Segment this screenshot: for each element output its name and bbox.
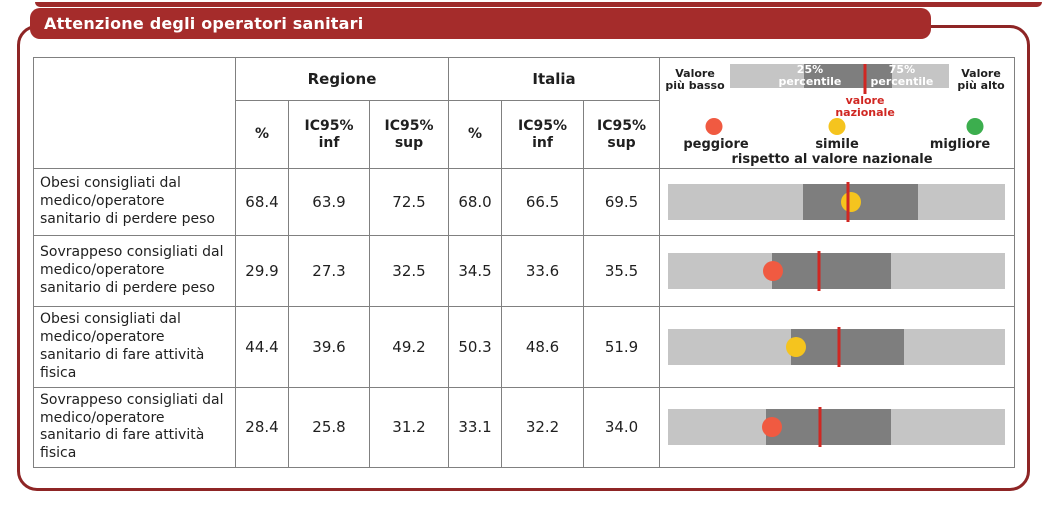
comparison-chart (659, 235, 1016, 307)
legend-highest-value-label: Valore più alto (957, 67, 1005, 92)
legend-better-label: migliore (929, 137, 991, 152)
regione-pct-value: 28.4 (235, 386, 289, 469)
national-value-line (837, 326, 841, 367)
col-header-italia-ic-inf: IC95% inf (501, 100, 585, 169)
range-bar (668, 251, 1006, 291)
better-dot-icon (966, 118, 984, 135)
national-value-line (817, 251, 821, 291)
legend-p25-label: 25% percentile (778, 63, 842, 88)
region-value-dot (841, 192, 862, 212)
header-group-row: Regione Italia Valore più basso 25% perc… (33, 57, 1016, 169)
comparison-chart (659, 168, 1016, 236)
italia-ic-inf-value: 48.6 (501, 306, 585, 388)
indicator-label: Obesi consigliati dal medico/operatore s… (33, 306, 236, 388)
legend-interquartile-box (804, 64, 893, 88)
regione-pct-value: 44.4 (235, 306, 289, 388)
regione-ic-sup-value: 31.2 (368, 386, 450, 469)
interquartile-box (766, 409, 891, 446)
group-header-italia: Italia (448, 57, 661, 101)
italia-pct-value: 33.1 (448, 386, 503, 469)
col-header-regione-ic-sup: IC95% sup (368, 100, 450, 169)
header-sub-row: % IC95% inf IC95% sup % IC95% inf IC95% … (34, 100, 1015, 169)
region-value-dot (786, 336, 807, 357)
italia-pct-value: 68.0 (448, 168, 503, 236)
indicator-label: Sovrappeso consigliati dal medico/operat… (33, 386, 236, 469)
region-value-dot (762, 261, 783, 281)
regione-ic-inf-value: 63.9 (288, 168, 370, 236)
legend-national-value-label: valore nazionale (835, 94, 895, 119)
comparison-chart (659, 386, 1016, 469)
legend-p75-label: 75% percentile (870, 63, 934, 88)
legend-similar-sub-label: rispetto al valore nazionale (731, 152, 933, 167)
legend-national-value-line (863, 64, 867, 94)
table-row: Sovrappeso consigliati dal medico/operat… (33, 235, 1016, 307)
group-header-regione: Regione (234, 57, 450, 101)
regione-ic-sup-value: 32.5 (368, 235, 450, 307)
region-value-dot (761, 417, 782, 438)
interquartile-box (791, 328, 904, 365)
col-header-italia-pct: % (448, 100, 503, 169)
regione-ic-inf-value: 27.3 (288, 235, 370, 307)
regione-ic-sup-value: 72.5 (368, 168, 450, 236)
national-value-line (818, 407, 822, 448)
col-header-regione-ic-inf: IC95% inf (288, 100, 370, 169)
worse-dot-icon (705, 118, 723, 135)
legend-range-bar: 25% percentile 75% percentile (730, 63, 950, 94)
regione-pct-value: 68.4 (235, 168, 289, 236)
italia-ic-inf-value: 66.5 (501, 168, 585, 236)
col-header-italia-ic-sup: IC95% sup (583, 100, 661, 169)
statistics-table: Regione Italia Valore più basso 25% perc… (33, 57, 1016, 469)
col-header-regione-pct: % (235, 100, 289, 169)
italia-ic-sup-value: 69.5 (583, 168, 661, 236)
italia-pct-value: 34.5 (448, 235, 503, 307)
legend: Valore più basso 25% percentile 75% perc… (659, 57, 1016, 169)
table-row: Obesi consigliati dal medico/operatore s… (33, 306, 1016, 388)
national-value-line (846, 182, 850, 222)
interquartile-box (771, 253, 891, 289)
indicator-column-header (33, 57, 236, 169)
similar-dot-icon (828, 118, 846, 135)
table-row: Sovrappeso consigliati dal medico/operat… (33, 386, 1016, 469)
legend-worse-label: peggiore (683, 137, 749, 152)
regione-ic-inf-value: 25.8 (288, 386, 370, 469)
range-bar (668, 326, 1006, 367)
italia-ic-sup-value: 35.5 (583, 235, 661, 307)
section-title-banner: Attenzione degli operatori sanitari (30, 8, 931, 39)
regione-ic-inf-value: 39.6 (288, 306, 370, 388)
legend-similar-label: simile (815, 137, 859, 152)
legend-lowest-value-label: Valore più basso (665, 67, 725, 92)
table-row: Obesi consigliati dal medico/operatore s… (33, 168, 1016, 236)
page-title: Attenzione degli operatori sanitari (44, 14, 364, 33)
regione-pct-value: 29.9 (235, 235, 289, 307)
indicator-label: Sovrappeso consigliati dal medico/operat… (33, 235, 236, 307)
regione-ic-sup-value: 49.2 (368, 306, 450, 388)
range-bar (668, 182, 1006, 222)
italia-ic-sup-value: 51.9 (583, 306, 661, 388)
italia-pct-value: 50.3 (448, 306, 503, 388)
comparison-chart (659, 306, 1016, 388)
italia-ic-inf-value: 32.2 (501, 386, 585, 469)
italia-ic-sup-value: 34.0 (583, 386, 661, 469)
indicator-label: Obesi consigliati dal medico/operatore s… (33, 168, 236, 236)
italia-ic-inf-value: 33.6 (501, 235, 585, 307)
previous-section-edge (35, 2, 1042, 7)
range-bar (668, 407, 1006, 448)
